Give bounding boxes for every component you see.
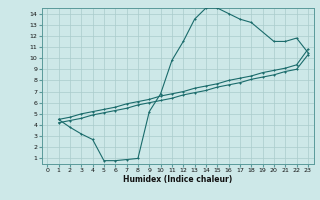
X-axis label: Humidex (Indice chaleur): Humidex (Indice chaleur): [123, 175, 232, 184]
